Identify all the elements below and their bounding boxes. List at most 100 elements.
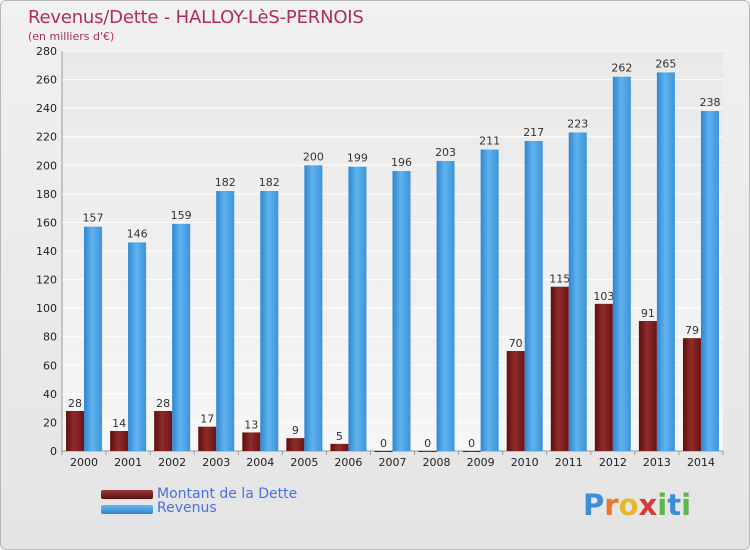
logo-letter: x	[638, 488, 658, 522]
bar-revenue	[128, 242, 147, 451]
data-label-revenue: 200	[303, 150, 324, 163]
data-label-debt: 9	[292, 424, 299, 437]
proxiti-logo: Proxiti	[583, 488, 691, 522]
data-label-debt: 0	[468, 437, 475, 450]
bar-revenue	[436, 161, 455, 451]
legend-swatch-revenue	[101, 505, 153, 514]
y-tick-label: 140	[36, 245, 57, 258]
data-label-debt: 13	[244, 418, 258, 431]
bar-debt	[154, 411, 173, 451]
chart-subtitle: (en milliers d'€)	[28, 30, 115, 43]
bar-revenue	[392, 171, 411, 451]
data-label-revenue: 203	[435, 146, 456, 159]
data-label-debt: 0	[424, 437, 431, 450]
data-label-revenue: 265	[655, 57, 676, 70]
bar-debt	[66, 411, 85, 451]
data-label-debt: 28	[68, 397, 82, 410]
legend-label-revenue: Revenus	[157, 500, 217, 516]
y-tick-label: 80	[43, 331, 57, 344]
data-label-revenue: 217	[523, 126, 544, 139]
data-label-debt: 70	[509, 337, 523, 350]
bar-revenue	[260, 191, 279, 451]
data-label-revenue: 238	[699, 96, 720, 109]
bar-revenue	[656, 72, 675, 451]
data-label-debt: 14	[112, 417, 126, 430]
bar-debt	[550, 286, 569, 451]
bar-revenue	[348, 166, 367, 451]
x-tick-label: 2002	[158, 456, 186, 469]
bar-debt	[462, 451, 481, 452]
y-tick-label: 60	[43, 359, 57, 372]
x-tick-label: 2001	[114, 456, 142, 469]
logo-letter: t	[667, 488, 682, 522]
y-tick-label: 20	[43, 416, 57, 429]
data-label-revenue: 182	[215, 176, 236, 189]
bar-debt	[506, 351, 525, 451]
x-tick-label: 2013	[643, 456, 671, 469]
data-label-debt: 103	[593, 290, 614, 303]
data-label-revenue: 146	[127, 227, 148, 240]
x-tick-label: 2003	[202, 456, 230, 469]
x-tick-label: 2006	[334, 456, 362, 469]
x-tick-label: 2011	[555, 456, 583, 469]
bar-debt	[418, 451, 437, 452]
legend-swatch-debt	[101, 490, 153, 499]
bar-revenue	[84, 226, 103, 451]
data-label-revenue: 199	[347, 152, 368, 165]
x-tick-label: 2008	[423, 456, 451, 469]
bar-revenue	[612, 76, 631, 451]
bar-revenue	[172, 223, 191, 451]
y-tick-label: 0	[50, 445, 57, 458]
y-tick-label: 40	[43, 388, 57, 401]
data-label-debt: 79	[685, 324, 699, 337]
y-tick-label: 160	[36, 216, 57, 229]
data-label-debt: 0	[380, 437, 387, 450]
y-tick-label: 260	[36, 74, 57, 87]
bar-revenue	[700, 111, 719, 451]
bar-debt	[682, 338, 701, 451]
x-tick-label: 2000	[70, 456, 98, 469]
logo-letter: P	[583, 488, 605, 522]
logo-letter: i	[681, 488, 692, 522]
bar-revenue	[304, 165, 323, 452]
y-tick-label: 220	[36, 131, 57, 144]
y-tick-label: 240	[36, 102, 57, 115]
bar-debt	[374, 451, 393, 452]
bar-revenue	[480, 149, 499, 452]
data-label-debt: 28	[156, 397, 170, 410]
logo-letter: i	[657, 488, 668, 522]
data-label-debt: 17	[200, 413, 214, 426]
x-tick-label: 2010	[511, 456, 539, 469]
logo-letter: r	[604, 488, 619, 522]
data-label-revenue: 262	[611, 62, 632, 75]
bar-revenue	[568, 132, 587, 451]
logo-letter: o	[618, 488, 639, 522]
bar-debt	[242, 432, 261, 451]
data-label-revenue: 223	[567, 117, 588, 130]
legend-label-debt: Montant de la Dette	[157, 486, 298, 502]
x-tick-label: 2005	[290, 456, 318, 469]
data-label-revenue: 211	[479, 135, 500, 148]
data-label-revenue: 196	[391, 156, 412, 169]
bar-revenue	[216, 191, 235, 451]
y-tick-label: 100	[36, 302, 57, 315]
data-label-revenue: 157	[83, 212, 104, 225]
data-label-debt: 5	[336, 430, 343, 443]
data-label-debt: 115	[549, 273, 570, 286]
x-tick-label: 2004	[246, 456, 274, 469]
data-label-debt: 91	[641, 307, 655, 320]
x-tick-label: 2007	[379, 456, 407, 469]
data-label-revenue: 159	[171, 209, 192, 222]
y-tick-label: 120	[36, 274, 57, 287]
bar-debt	[330, 443, 349, 451]
bar-debt	[638, 321, 657, 451]
bar-debt	[198, 426, 217, 451]
bar-debt	[594, 303, 613, 451]
y-tick-label: 180	[36, 188, 57, 201]
x-tick-label: 2012	[599, 456, 627, 469]
chart-title: Revenus/Dette - HALLOY-LèS-PERNOIS	[28, 7, 364, 28]
data-label-revenue: 182	[259, 176, 280, 189]
y-tick-label: 280	[36, 45, 57, 58]
